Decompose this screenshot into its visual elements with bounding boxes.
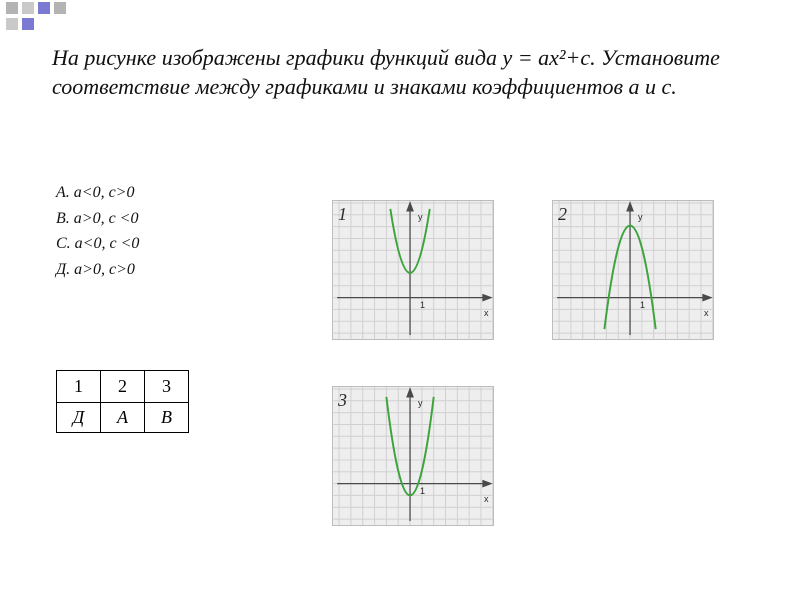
x-axis-label: x	[484, 494, 489, 504]
table-row: Д А В	[57, 403, 189, 433]
chart-3: 3 1 x y	[332, 386, 494, 526]
value-cell: А	[101, 403, 145, 433]
tick-1: 1	[420, 300, 425, 310]
chart-1: 1 1 x y	[332, 200, 494, 340]
value-cell: Д	[57, 403, 101, 433]
options-list: А. a<0, c>0 В. a>0, c <0 С. a<0, c <0 Д.…	[56, 180, 139, 282]
tick-1: 1	[420, 486, 425, 496]
header-cell: 3	[145, 371, 189, 403]
decorative-squares	[0, 0, 120, 36]
x-axis-label: x	[704, 308, 709, 318]
y-axis-label: y	[418, 212, 423, 222]
answer-table: 1 2 3 Д А В	[56, 370, 189, 433]
x-axis-label: x	[484, 308, 489, 318]
chart-label: 1	[338, 204, 347, 225]
value-cell: В	[145, 403, 189, 433]
task-title: На рисунке изображены графики функций ви…	[52, 44, 760, 101]
option-b: В. a>0, c <0	[56, 206, 139, 232]
table-row: 1 2 3	[57, 371, 189, 403]
chart-svg	[332, 386, 494, 526]
option-a: А. a<0, c>0	[56, 180, 139, 206]
option-c: С. a<0, c <0	[56, 231, 139, 257]
tick-1: 1	[640, 300, 645, 310]
chart-label: 2	[558, 204, 567, 225]
option-d: Д. a>0, c>0	[56, 257, 139, 283]
chart-svg	[332, 200, 494, 340]
y-axis-label: y	[638, 212, 643, 222]
chart-2: 2 1 x y	[552, 200, 714, 340]
chart-label: 3	[338, 390, 347, 411]
header-cell: 2	[101, 371, 145, 403]
chart-svg	[552, 200, 714, 340]
y-axis-label: y	[418, 398, 423, 408]
header-cell: 1	[57, 371, 101, 403]
